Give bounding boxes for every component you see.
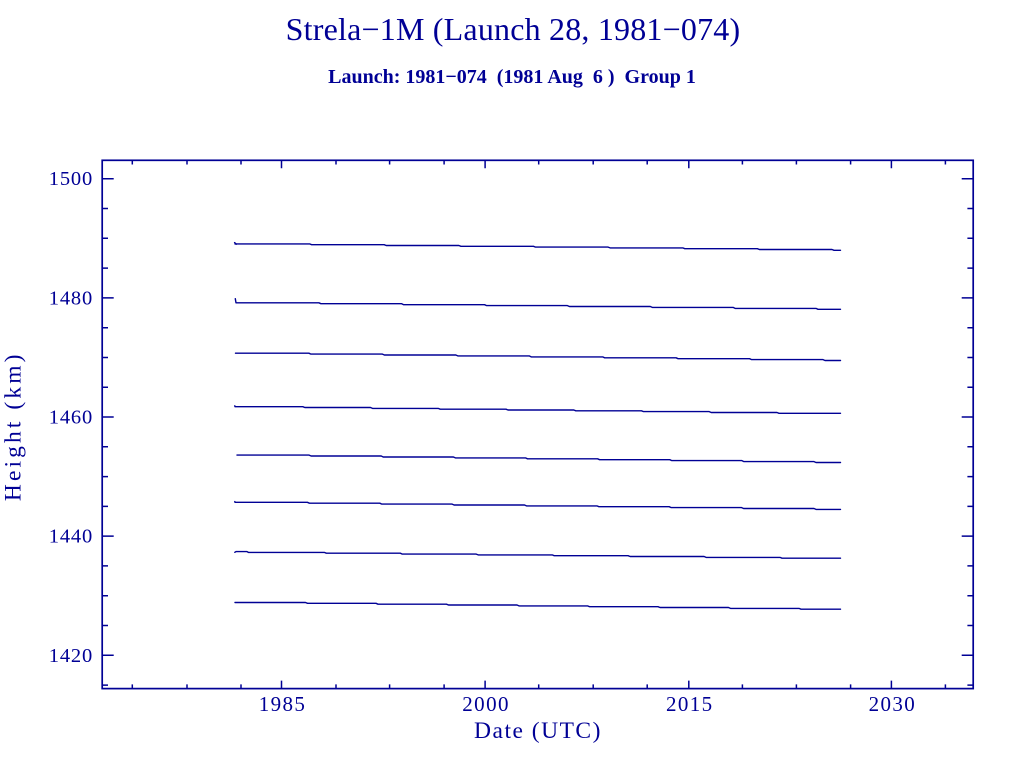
svg-text:1985: 1985 (259, 692, 307, 716)
svg-text:1440: 1440 (49, 526, 93, 548)
svg-text:Date (UTC): Date (UTC) (474, 718, 602, 744)
svg-text:1500: 1500 (49, 168, 93, 190)
svg-text:2015: 2015 (666, 692, 714, 716)
svg-text:Strela−1M (Launch 28, 1981−074: Strela−1M (Launch 28, 1981−074) (286, 11, 741, 47)
svg-text:Launch: 1981−074 (1981 Aug 6: Launch: 1981−074 (1981 Aug 6 ) Group 1 (328, 66, 696, 88)
svg-text:Height (km): Height (km) (1, 351, 27, 501)
svg-text:2000: 2000 (462, 692, 510, 716)
svg-text:2030: 2030 (869, 692, 917, 716)
svg-text:1460: 1460 (49, 407, 93, 429)
svg-text:1420: 1420 (49, 645, 93, 667)
svg-text:1480: 1480 (49, 287, 93, 309)
